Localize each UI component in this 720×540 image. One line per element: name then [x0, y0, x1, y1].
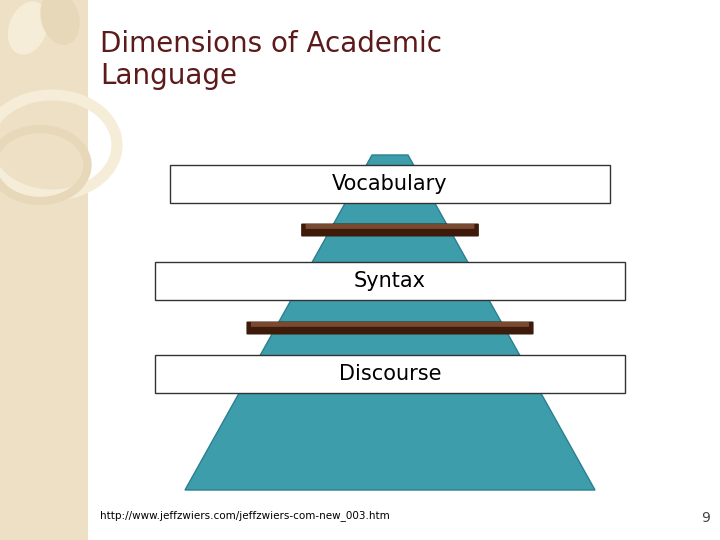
Text: Discourse: Discourse — [338, 364, 441, 384]
Bar — [0, 0, 88, 540]
Text: http://www.jeffzwiers.com/jeffzwiers-com-new_003.htm: http://www.jeffzwiers.com/jeffzwiers-com… — [100, 510, 390, 521]
Bar — [155, 262, 625, 300]
Ellipse shape — [40, 0, 80, 45]
Text: Syntax: Syntax — [354, 271, 426, 291]
FancyBboxPatch shape — [305, 224, 474, 229]
Text: Language: Language — [100, 62, 237, 90]
Polygon shape — [185, 155, 595, 490]
FancyBboxPatch shape — [251, 322, 529, 327]
Bar — [170, 165, 610, 203]
FancyBboxPatch shape — [246, 321, 534, 334]
FancyBboxPatch shape — [301, 224, 479, 237]
Text: Vocabulary: Vocabulary — [332, 174, 448, 194]
Ellipse shape — [8, 2, 48, 55]
Text: Dimensions of Academic: Dimensions of Academic — [100, 30, 442, 58]
Text: 9: 9 — [701, 511, 710, 525]
Bar — [155, 355, 625, 393]
